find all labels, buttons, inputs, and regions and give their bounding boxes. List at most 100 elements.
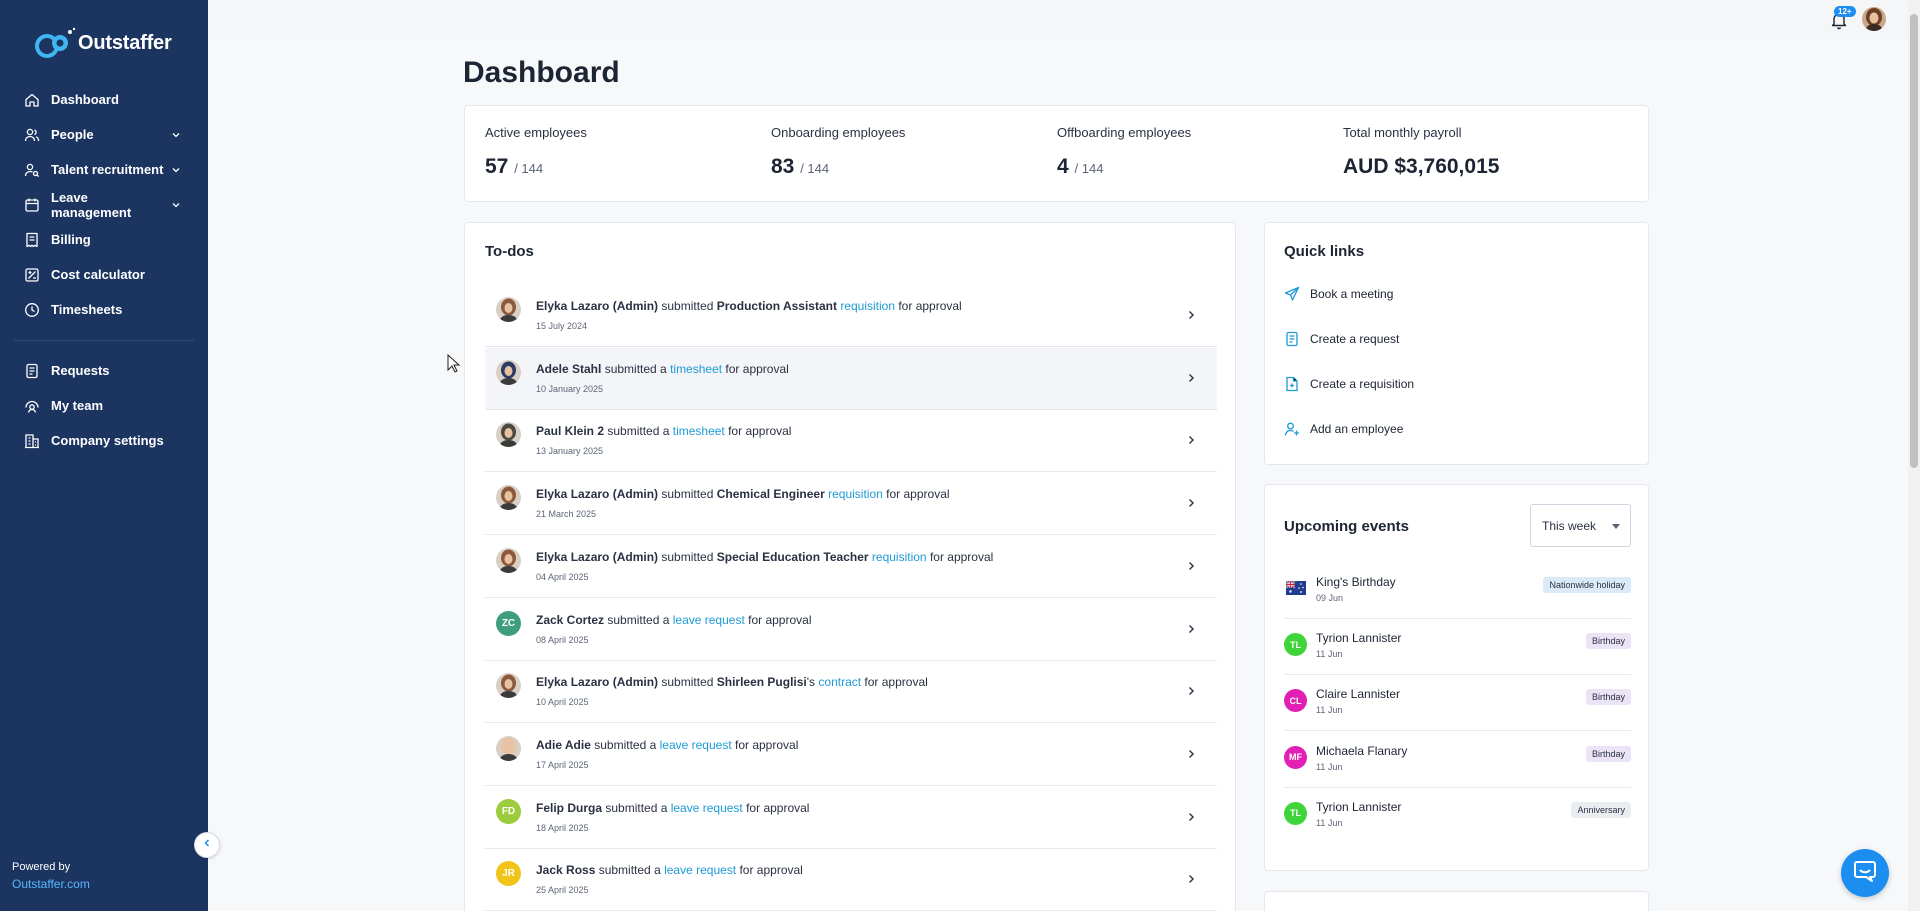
event-row[interactable]: CL Claire Lannister 11 Jun Birthday: [1284, 675, 1631, 732]
event-row[interactable]: TL Tyrion Lannister 11 Jun Anniversary: [1284, 788, 1631, 844]
avatar: [496, 735, 521, 761]
todo-text: Felip Durga submitted a leave request fo…: [536, 801, 809, 815]
sidebar-item-my-team[interactable]: My team: [0, 388, 208, 423]
todo-row[interactable]: Elyka Lazaro (Admin) submitted Special E…: [485, 536, 1217, 598]
stat-total: / 144: [514, 161, 544, 176]
sidebar-item-dashboard[interactable]: Dashboard: [0, 82, 208, 117]
sidebar-nav: Dashboard People Talent recruitment Leav…: [0, 82, 208, 458]
todo-text-part: for approval: [736, 863, 803, 878]
todo-link[interactable]: timesheet: [672, 424, 725, 439]
avatar: JR: [496, 861, 521, 887]
upcoming-events-title: Upcoming events: [1284, 518, 1410, 535]
avatar: [496, 422, 521, 448]
chevron-right-icon[interactable]: [1185, 872, 1197, 884]
stat-value: AUD $3,760,015: [1343, 155, 1500, 178]
quick-link-label: Create a request: [1310, 332, 1400, 346]
user-avatar[interactable]: [1862, 7, 1886, 31]
quick-link-add-employee[interactable]: Add an employee: [1284, 421, 1403, 437]
event-row[interactable]: King's Birthday 09 Jun Nationwide holiday: [1284, 563, 1631, 619]
sidebar-item-label: Talent recruitment: [51, 162, 164, 177]
sidebar-item-billing[interactable]: Billing: [0, 222, 208, 257]
chevron-right-icon[interactable]: [1185, 747, 1197, 759]
todo-text-part: 's: [806, 675, 819, 690]
sidebar-item-label: Requests: [51, 363, 110, 378]
todo-link[interactable]: requisition: [840, 299, 896, 313]
chevron-right-icon[interactable]: [1185, 810, 1197, 822]
todos-title: To-dos: [485, 243, 534, 260]
stat-label: Active employees: [485, 125, 587, 140]
sidebar-item-cost-calculator[interactable]: Cost calculator: [0, 257, 208, 292]
scrollbar-thumb[interactable]: [1910, 14, 1918, 468]
todo-row[interactable]: FD Felip Durga submitted a leave request …: [485, 787, 1217, 849]
todo-row[interactable]: Elyka Lazaro (Admin) submitted Chemical …: [485, 473, 1217, 536]
todo-subject: Chemical Engineer: [716, 487, 825, 502]
todo-link[interactable]: leave request: [664, 863, 737, 878]
event-date: 11 Jun: [1316, 705, 1343, 716]
todos-card: To-dos Elyka Lazaro (Admin) submitted Pr…: [464, 222, 1236, 911]
todo-link[interactable]: timesheet: [670, 361, 723, 376]
chevron-right-icon[interactable]: [1185, 308, 1197, 320]
user-search-icon: [24, 162, 40, 178]
quick-link-create-requisition[interactable]: Create a requisition: [1284, 376, 1414, 392]
sidebar-item-leave-management[interactable]: Leave management: [0, 187, 208, 222]
todo-link[interactable]: contract: [818, 675, 862, 690]
avatar: [496, 547, 521, 573]
next-card: [1264, 891, 1649, 911]
todo-text: Zack Cortez submitted a leave request fo…: [536, 613, 811, 627]
logo[interactable]: Outstaffer: [34, 26, 172, 60]
chat-support-button[interactable]: [1841, 849, 1889, 897]
collapse-sidebar-button[interactable]: [194, 832, 220, 858]
todo-link[interactable]: leave request: [670, 800, 743, 815]
chevron-right-icon[interactable]: [1185, 684, 1197, 696]
todo-link[interactable]: requisition: [871, 549, 927, 564]
event-date: 11 Jun: [1316, 817, 1343, 828]
chevron-right-icon[interactable]: [1185, 559, 1197, 571]
sidebar-item-timesheets[interactable]: Timesheets: [0, 292, 208, 327]
powered-by-link[interactable]: Outstaffer.com: [12, 877, 90, 891]
chevron-down-icon[interactable]: [170, 164, 182, 176]
todo-row[interactable]: JR Jack Ross submitted a leave request fo…: [485, 849, 1217, 911]
todo-text-part: for approval: [882, 487, 950, 502]
week-filter-select[interactable]: This week: [1530, 504, 1631, 547]
page-scrollbar[interactable]: [1908, 0, 1920, 911]
todo-text-part: submitted a: [595, 863, 665, 878]
team-icon: [24, 398, 40, 414]
event-name: Claire Lannister: [1316, 687, 1401, 702]
event-row[interactable]: TL Tyrion Lannister 11 Jun Birthday: [1284, 619, 1631, 676]
sidebar-item-company-settings[interactable]: Company settings: [0, 423, 208, 458]
todo-row[interactable]: Elyka Lazaro (Admin) submitted Productio…: [485, 285, 1217, 347]
event-type-badge: Birthday: [1585, 745, 1631, 762]
todo-text-part: submitted: [658, 299, 717, 313]
chevron-right-icon[interactable]: [1185, 622, 1197, 634]
todo-row[interactable]: Elyka Lazaro (Admin) submitted Shirleen …: [485, 661, 1217, 724]
quick-links-title: Quick links: [1284, 243, 1365, 260]
todo-subject: Elyka Lazaro (Admin): [536, 487, 659, 502]
chevron-right-icon[interactable]: [1185, 433, 1197, 445]
quick-link-book-meeting[interactable]: Book a meeting: [1284, 286, 1393, 302]
chevron-down-icon[interactable]: [170, 199, 182, 211]
todo-row[interactable]: Paul Klein 2 submitted a timesheet for a…: [485, 410, 1217, 473]
todo-text-part: submitted a: [604, 424, 673, 439]
sidebar-item-requests[interactable]: Requests: [0, 353, 208, 388]
chevron-right-icon[interactable]: [1185, 371, 1197, 383]
avatar: TL: [1284, 801, 1307, 825]
todo-subject: Adele Stahl: [536, 361, 602, 376]
quick-link-create-request[interactable]: Create a request: [1284, 331, 1399, 347]
todo-text-part: for approval: [731, 737, 799, 752]
todo-link[interactable]: requisition: [828, 487, 883, 502]
event-row[interactable]: MF Michaela Flanary 11 Jun Birthday: [1284, 732, 1631, 788]
sidebar-item-people[interactable]: People: [0, 117, 208, 152]
todo-text-part: submitted a: [590, 737, 660, 752]
todo-row[interactable]: Adie Adie submitted a leave request for …: [485, 724, 1217, 786]
clock-icon: [24, 302, 40, 318]
todo-row[interactable]: Adele Stahl submitted a timesheet for ap…: [485, 347, 1217, 410]
chevron-right-icon[interactable]: [1185, 496, 1197, 508]
sidebar-item-talent-recruitment[interactable]: Talent recruitment: [0, 152, 208, 187]
todo-row[interactable]: ZC Zack Cortez submitted a leave request …: [485, 599, 1217, 661]
todo-link[interactable]: leave request: [672, 612, 745, 627]
sidebar-item-label: Timesheets: [51, 302, 123, 317]
chevron-down-icon[interactable]: [170, 129, 182, 141]
todo-subject: Felip Durga: [536, 800, 603, 815]
sidebar-item-label: Company settings: [51, 433, 164, 448]
todo-link[interactable]: leave request: [659, 737, 732, 752]
